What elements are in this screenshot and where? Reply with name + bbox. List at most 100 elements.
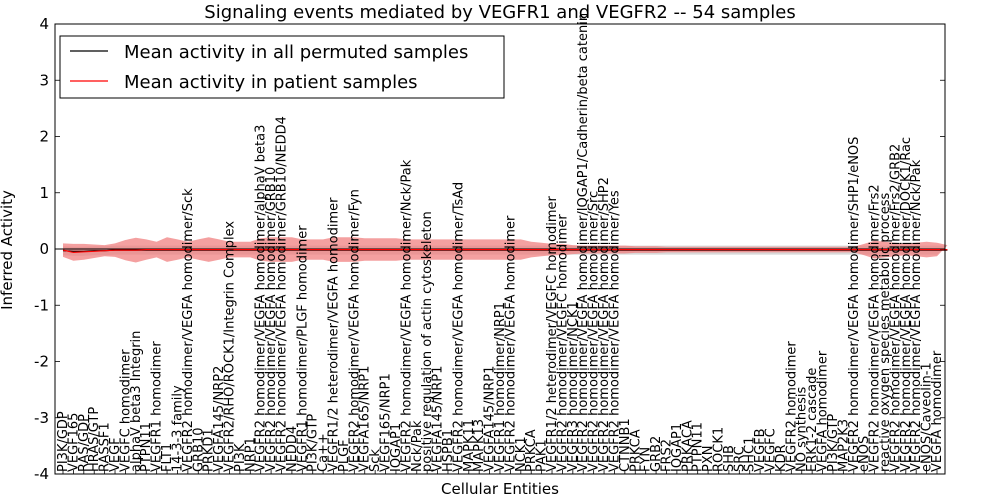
x-tick-label: PRKD1 — [202, 428, 217, 472]
x-tick-label: alphaV beta3 Integrin — [129, 331, 144, 472]
x-tick-label: PLGF — [337, 439, 352, 472]
x-tick-label: VEGFR2 homodimer/VEGFA homodimer/Sck — [181, 188, 196, 472]
plot-area: PI3K/GDPVEGF165RAS/GDPHRAS/GTPRASSF1VEGF… — [34, 13, 948, 483]
legend-label-permuted: Mean activity in all permuted samples — [124, 42, 468, 63]
x-tick-label: Ca++ — [316, 433, 331, 472]
x-tick-label: SHB — [722, 445, 737, 472]
y-tick-label: 3 — [39, 71, 49, 89]
x-tick-label: VEGFR2 homodimer/VEGFA homodimer/TsAd — [451, 182, 466, 472]
series-line-1 — [62, 249, 948, 254]
x-tick-label: MAPK13 — [472, 419, 487, 472]
x-tick-label: Nck/Pak — [410, 420, 425, 472]
x-tick-label: HSPB1 — [441, 429, 456, 472]
x-tick-label: PTPN11 — [691, 422, 706, 472]
x-tick-label: VEGFR2 homodimer/VEGFA homodimer/Yes — [607, 190, 622, 472]
x-tick-label: VEGFB — [753, 428, 768, 472]
x-tick-label: VEGFR2 homodimer/VEGFA homodimer/Frs2/GR… — [888, 144, 903, 472]
x-tick-label: VEGFR1 homodimer — [150, 341, 165, 472]
y-axis-label: Inferred Activity — [0, 190, 16, 310]
legend: Mean activity in all permuted samples Me… — [59, 35, 505, 99]
x-tick-label: VEGFR3 homodimer/NCK1 — [566, 301, 581, 472]
x-tick-label: RASSF1 — [98, 422, 113, 472]
x-tick-label: VEGFR2 homodimer/VEGFA homodimer/SHP1/eN… — [847, 137, 862, 472]
x-tick-label: RAS/GDP — [77, 414, 92, 472]
x-tick-label: VEGFR2 homodimer/VEGFA homodimer/Src — [587, 191, 602, 472]
x-tick-label: PRKACA — [680, 420, 695, 472]
chart-title: Signaling events mediated by VEGFR1 and … — [204, 2, 795, 23]
y-tick-label: 1 — [39, 184, 49, 202]
x-tick-label: VEGFR1 homodimer/NRP1 — [493, 302, 508, 472]
x-tick-label: KDR — [774, 444, 789, 472]
y-tick-label: 4 — [39, 15, 49, 33]
x-tick-label: VEGFR2 homodimer/VEGFA homodimer/GRB10/N… — [275, 116, 290, 472]
x-tick-label: IQGAP1 — [670, 423, 685, 472]
x-tick-label: SRC — [732, 446, 747, 472]
y-tick-label: -1 — [34, 296, 49, 314]
x-tick-label: VEGFR1/2 heterodimer/VEGFA homodimer — [327, 197, 342, 472]
x-tick-label: PAK1 — [535, 439, 550, 472]
x-tick-label: VEGFC — [764, 428, 779, 472]
x-tick-label: VEGFR2 homodimer/VEGFA homodimer/IQGAP1/… — [576, 13, 591, 472]
x-tick-label: VEGF — [108, 437, 123, 472]
x-tick-label: VEGFR2 homodimer/VEGFA homodimer/Nck/Pak — [909, 159, 924, 472]
x-tick-label: HRAS/GTP — [87, 407, 102, 472]
x-tick-label: ERK1-2 cascade — [805, 368, 820, 472]
x-tick-label: eNOS — [857, 436, 872, 472]
x-tick-label: NRP1 — [243, 437, 258, 472]
x-tick-label: VEGFR2 homodimer/VEGFA homodimer/alphaV … — [254, 125, 269, 472]
y-tick-label: 2 — [39, 128, 49, 146]
x-tick-label: VEGFR2 homodimer/VEGFC homodimer — [555, 214, 570, 472]
x-tick-label: VEGFR2 homodimer/VEGFA homodimer/Fyn — [347, 189, 362, 472]
x-tick-label: VEGFR2 homodimer — [784, 341, 799, 472]
x-tick-label: PI3K — [233, 443, 248, 472]
x-tick-label: VEGFR1 homodimer/PLGF homodimer — [295, 225, 310, 472]
x-tick-label: eNOS/Caveolin-1 — [920, 362, 935, 472]
x-tick-label: GRB10 — [191, 427, 206, 472]
x-tick-label: MAP2K3 — [836, 419, 851, 472]
x-tick-label: VEGFR2 homodimer/VEGFA homodimer/Frs2 — [868, 184, 883, 472]
x-tick-label: VEGFR2 homodimer/VEGFA homodimer/DOCK1/R… — [899, 137, 914, 472]
x-tick-label: ROCK1 — [712, 427, 727, 472]
x-tick-label: reactive oxygen species metabolic proces… — [878, 192, 893, 472]
x-tick-label: VEGFR1/2 heterodimer/VEGFC homodimer — [545, 195, 560, 472]
x-tick-label: CTNNB1 — [618, 418, 633, 472]
y-tick-label: -2 — [34, 353, 49, 371]
x-axis-label: Cellular Entities — [441, 480, 559, 498]
x-tick-label: 14-3-3 family — [170, 385, 185, 472]
x-tick-label: VEGFC homodimer — [118, 349, 133, 472]
x-tick-label: VEGFR2 homodimer/VEGFA homodimer/Nck/Pak — [399, 159, 414, 472]
x-tick-label: PI3K/GTP — [306, 414, 321, 472]
x-tick-label: PRKCA — [628, 429, 643, 472]
legend-label-patient: Mean activity in patient samples — [124, 72, 418, 93]
x-tick-label: VEGFA165/NRP1 — [358, 366, 373, 472]
y-tick-label: 0 — [39, 240, 49, 258]
x-tick-label: VEGF165 — [66, 413, 81, 472]
x-tick-label: FRS2 — [659, 439, 674, 472]
x-tick-label: NO synthesis — [795, 386, 810, 472]
x-tick-label: VEGFR2 homodimer/VEGFA homodimer/GRB10 — [264, 167, 279, 472]
x-tick-label: IQGAP1 — [389, 423, 404, 472]
legend-frame — [59, 35, 505, 99]
x-tick-label: MAPK11 — [462, 419, 477, 472]
x-tick-label: NCK1 — [514, 436, 529, 472]
x-tick-label: GRB2 — [649, 436, 664, 472]
x-tick-label: positive regulation of actin cytoskeleto… — [420, 211, 435, 472]
plot-frame — [54, 23, 946, 475]
x-tick-label: VEGFR2 homodimer/VEGFA homodimer — [503, 215, 518, 472]
x-tick-label: PI3K/GDP — [56, 411, 71, 472]
x-tick-label: PXN — [701, 446, 716, 472]
x-tick-label: VEGFA homodimer — [816, 350, 831, 472]
x-tick-label: NEDD4 — [285, 426, 300, 472]
x-tick-label: FYN — [639, 447, 654, 472]
y-tick-label: -4 — [34, 465, 49, 483]
x-tick-label: PRKCA — [524, 429, 539, 472]
y-tick-label: -3 — [34, 409, 49, 427]
x-tick-label: PI3K/GTP — [826, 414, 841, 472]
x-tick-label: VEGFA145/NRP1 — [431, 366, 446, 472]
x-tick-label: VEGF165/NRP1 — [379, 373, 394, 472]
x-tick-label: FLT1 — [160, 443, 175, 472]
x-tick-label: VEGFA145/NRP1 — [483, 366, 498, 472]
x-tick-label: SHC1 — [743, 437, 758, 472]
x-tick-label: PTPN11 — [139, 422, 154, 472]
